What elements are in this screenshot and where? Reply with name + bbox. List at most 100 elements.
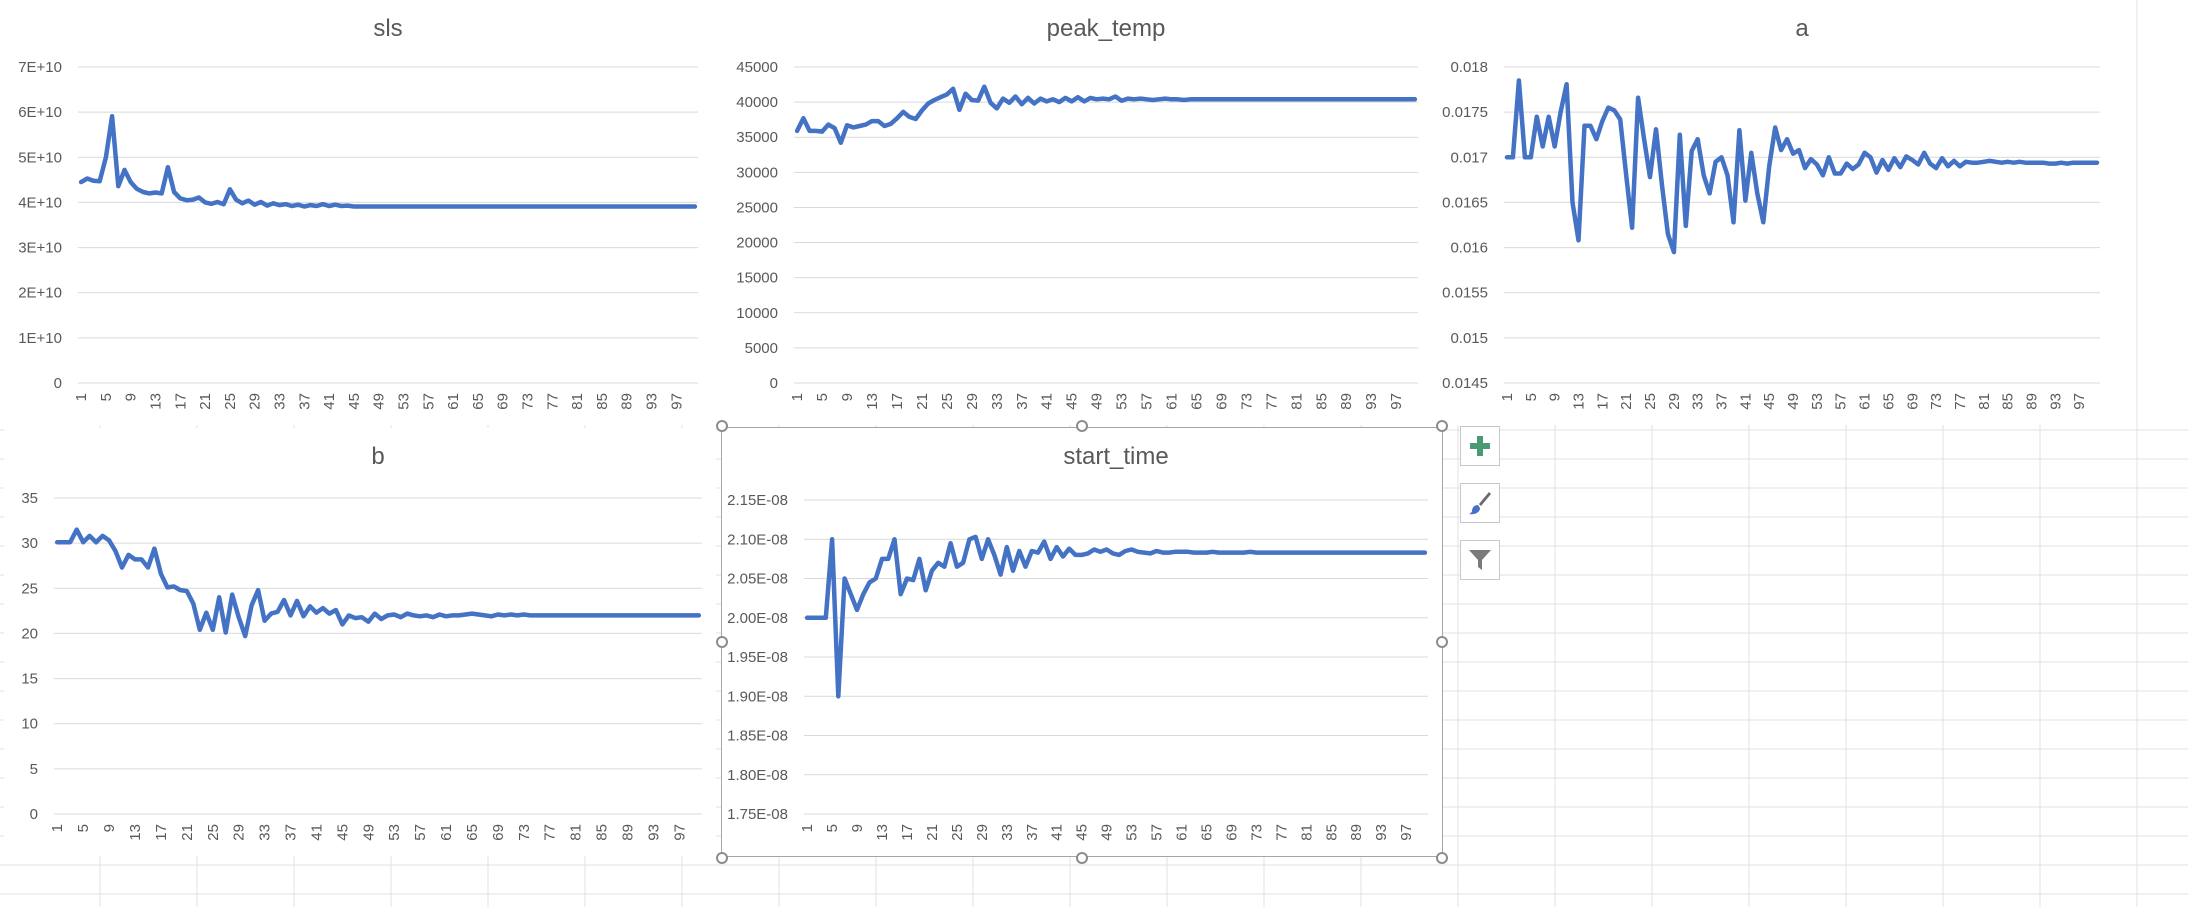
x-tick-label: 37 (296, 393, 313, 410)
x-tick-label: 65 (1198, 824, 1215, 841)
chart-sls[interactable]: sls 0 1E+10 2E+10 3E+10 4E+10 5E+10 6E+10 7E+10 1… (0, 0, 718, 425)
chart-title: b (371, 443, 384, 470)
x-tick-label: 9 (849, 824, 866, 832)
x-tick-label: 25 (1642, 393, 1659, 410)
x-tick-label: 73 (1928, 393, 1945, 410)
x-tick-label: 57 (420, 393, 437, 410)
x-tick-label: 77 (542, 824, 559, 841)
chart-start-time[interactable]: start_time 1.75E-08 1.80E-08 1.85E-08 1.90E-… (721, 427, 1443, 857)
x-tick-label: 5 (98, 393, 115, 401)
y-tick-label: 0.017 (1450, 149, 1488, 166)
resize-handle-left[interactable] (716, 636, 728, 648)
x-tick-label: 45 (334, 824, 351, 841)
y-tick-label: 30 (21, 535, 38, 552)
y-tick-label: 1.80E-08 (727, 767, 788, 784)
chart-svg: a 0.0145 0.015 0.0155 0.016 0.0165 0.017 0.0175… (1442, 15, 2100, 410)
resize-handle-bottom[interactable] (1076, 852, 1088, 864)
series-line[interactable] (804, 534, 1428, 699)
chart-filters-button[interactable] (1460, 540, 1500, 580)
x-tick-label: 1 (49, 824, 66, 832)
y-tick-label: 4E+10 (18, 194, 62, 211)
x-tick-label: 13 (864, 393, 881, 410)
chart-title: peak_temp (1047, 15, 1166, 42)
chart-styles-button[interactable] (1460, 483, 1500, 523)
y-tick-label: 0.0165 (1442, 194, 1488, 211)
y-tick-label: 7E+10 (18, 59, 62, 76)
y-tick-label: 1E+10 (18, 330, 62, 347)
x-tick-label: 5 (824, 824, 841, 832)
series-line[interactable] (1504, 78, 2100, 255)
y-tick-label: 1.90E-08 (727, 688, 788, 705)
chart-title: sls (373, 15, 402, 42)
resize-handle-top[interactable] (1076, 420, 1088, 432)
chart-elements-button[interactable] (1460, 426, 1500, 466)
x-tick-label: 57 (412, 824, 429, 841)
x-tick-label: 89 (619, 393, 636, 410)
x-tick-label: 57 (1833, 393, 1850, 410)
resize-handle-top-right[interactable] (1436, 420, 1448, 432)
x-tick-label: 93 (1373, 824, 1390, 841)
x-tick-label: 21 (924, 824, 941, 841)
x-tick-label: 49 (360, 824, 377, 841)
x-tick-label: 9 (839, 393, 856, 401)
x-tick-label: 9 (101, 824, 118, 832)
x-tick-label: 81 (569, 393, 586, 410)
x-tick-label: 53 (396, 393, 413, 410)
chart-peak-temp[interactable]: peak_temp 0 5000 10000 15000 20000 25000 30000 3… (722, 0, 1434, 425)
x-tick-label: 37 (1714, 393, 1731, 410)
y-tick-label: 15000 (736, 270, 778, 287)
x-tick-label: 5 (75, 824, 92, 832)
x-tick-label: 97 (1398, 824, 1415, 841)
x-tick-label: 53 (1809, 393, 1826, 410)
x-tick-label: 85 (2000, 393, 2017, 410)
y-tick-label: 0 (770, 375, 778, 392)
y-tick-label: 2.00E-08 (727, 610, 788, 627)
x-tick-label: 81 (1976, 393, 1993, 410)
y-tick-label: 5E+10 (18, 149, 62, 166)
series-line[interactable] (78, 113, 698, 209)
x-tick-label: 29 (231, 824, 248, 841)
x-tick-label: 21 (179, 824, 196, 841)
chart-title: start_time (1063, 443, 1168, 470)
y-tick-label: 0 (54, 375, 62, 392)
series-line[interactable] (794, 84, 1418, 146)
series-line[interactable] (54, 527, 702, 639)
x-tick-label: 21 (914, 393, 931, 410)
resize-handle-bottom-left[interactable] (716, 852, 728, 864)
x-tick-label: 65 (464, 824, 481, 841)
y-tick-label: 25 (21, 580, 38, 597)
x-tick-label: 69 (1904, 393, 1921, 410)
x-tick-label: 13 (127, 824, 144, 841)
resize-handle-top-left[interactable] (716, 420, 728, 432)
x-tick-label: 9 (123, 393, 140, 401)
y-tick-label: 35 (21, 490, 38, 507)
y-tick-label: 0.0175 (1442, 104, 1488, 121)
x-tick-label: 89 (1348, 824, 1365, 841)
x-tick-label: 89 (619, 824, 636, 841)
x-tick-label: 73 (1238, 393, 1255, 410)
x-tick-label: 65 (1188, 393, 1205, 410)
plus-icon (1470, 436, 1490, 456)
x-tick-label: 85 (1313, 393, 1330, 410)
x-tick-label: 45 (1074, 824, 1091, 841)
x-tick-label: 37 (283, 824, 300, 841)
x-tick-label: 21 (1618, 393, 1635, 410)
y-tick-label: 20 (21, 625, 38, 642)
x-tick-label: 73 (516, 824, 533, 841)
chart-a[interactable]: a 0.0145 0.015 0.0155 0.016 0.0165 0.017 0.0175… (1436, 0, 2116, 425)
x-tick-label: 53 (1124, 824, 1141, 841)
y-tick-label: 15 (21, 671, 38, 688)
x-tick-label: 33 (272, 393, 289, 410)
x-tick-label: 69 (490, 824, 507, 841)
x-tick-label: 61 (1164, 393, 1181, 410)
chart-b[interactable]: b 0 5 10 15 20 25 30 35 1 5 9 13 17 21 25 29 33 37 41 45 49 53… (4, 428, 716, 856)
chart-svg: start_time 1.75E-08 1.80E-08 1.85E-08 1.90E-… (727, 443, 1428, 841)
x-tick-label: 33 (989, 393, 1006, 410)
y-tick-label: 5000 (745, 340, 778, 357)
resize-handle-bottom-right[interactable] (1436, 852, 1448, 864)
x-tick-label: 93 (645, 824, 662, 841)
x-tick-label: 1 (799, 824, 816, 832)
x-tick-label: 77 (1263, 393, 1280, 410)
y-tick-label: 0.0155 (1442, 285, 1488, 302)
resize-handle-right[interactable] (1436, 636, 1448, 648)
